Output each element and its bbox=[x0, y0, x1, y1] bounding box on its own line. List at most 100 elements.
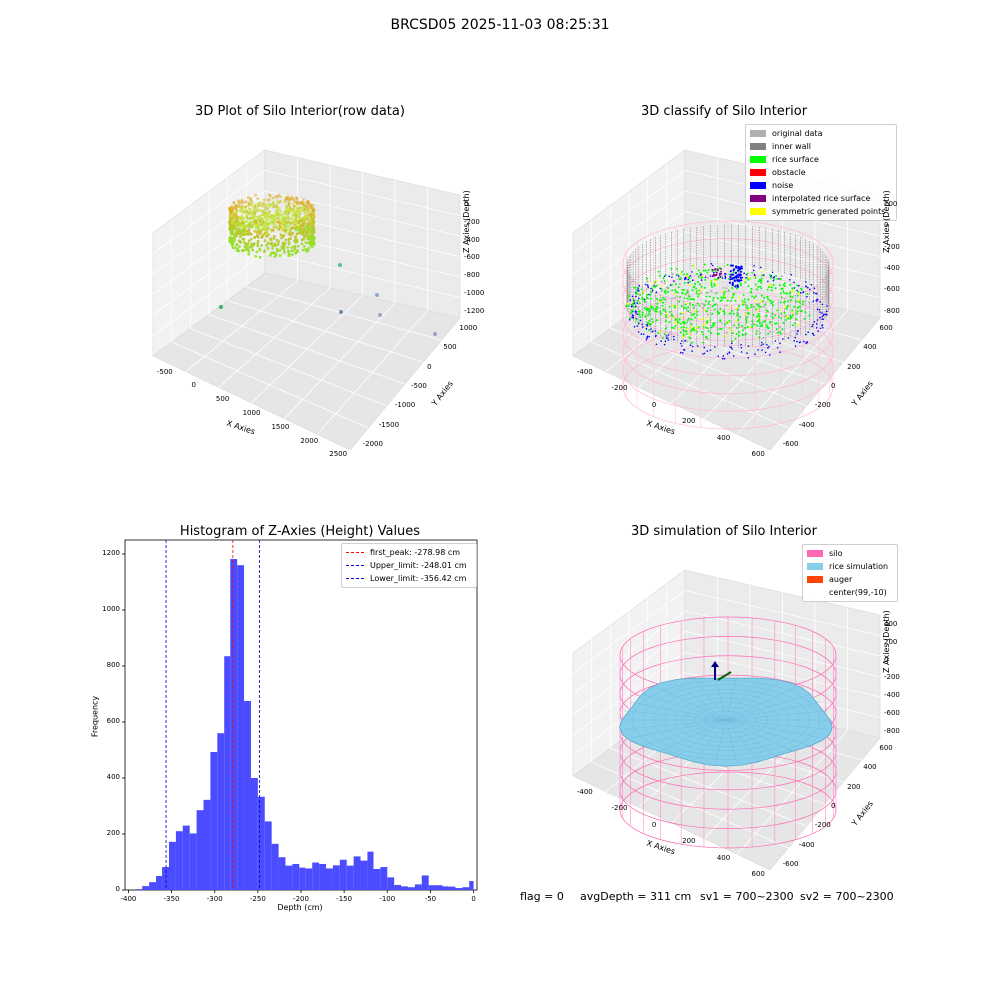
surface-point bbox=[756, 316, 759, 319]
raw-point bbox=[269, 242, 273, 246]
surface-point bbox=[664, 320, 667, 323]
raw-point bbox=[253, 219, 256, 223]
surface-point bbox=[766, 295, 769, 298]
raw-point bbox=[234, 229, 238, 233]
surface-point bbox=[800, 288, 803, 291]
raw-point bbox=[276, 220, 279, 224]
surface-point bbox=[742, 293, 745, 296]
silo-wire-ring bbox=[619, 674, 837, 752]
surface-point bbox=[635, 292, 638, 295]
noise-cluster-point bbox=[734, 285, 737, 288]
surface-point bbox=[734, 276, 737, 279]
raw-point bbox=[283, 241, 287, 245]
surface-point bbox=[712, 296, 715, 299]
raw-point bbox=[243, 210, 246, 213]
raw-point bbox=[241, 221, 244, 225]
histogram-ytick: 400 bbox=[106, 773, 120, 781]
raw-point bbox=[247, 222, 251, 226]
surface-point bbox=[689, 298, 692, 301]
surface-point bbox=[723, 312, 726, 315]
surface-point bbox=[687, 317, 690, 320]
surface-point bbox=[672, 327, 675, 330]
surface-point bbox=[747, 312, 750, 315]
raw-point bbox=[272, 205, 276, 208]
raw-point bbox=[311, 212, 314, 215]
raw-point bbox=[240, 199, 244, 203]
noise-point bbox=[811, 332, 814, 335]
p2-grid bbox=[572, 211, 686, 295]
surface-point bbox=[725, 331, 728, 334]
rice-mesh-line bbox=[693, 678, 727, 721]
surface-point bbox=[737, 319, 740, 321]
noise-point bbox=[825, 313, 827, 316]
raw-point bbox=[311, 239, 315, 243]
raw-point bbox=[245, 214, 248, 217]
raw-point bbox=[306, 249, 310, 252]
surface-point bbox=[762, 336, 765, 339]
raw-point bbox=[267, 202, 271, 206]
raw-point bbox=[298, 224, 302, 228]
raw-point bbox=[240, 216, 244, 219]
p1-grid bbox=[152, 252, 266, 336]
surface-point bbox=[722, 297, 724, 300]
raw-point bbox=[267, 222, 270, 226]
raw-point bbox=[283, 225, 286, 229]
raw-point bbox=[241, 208, 244, 211]
raw-point bbox=[296, 208, 300, 212]
raw-point bbox=[237, 229, 240, 232]
noise-point bbox=[709, 349, 712, 352]
raw-point bbox=[310, 211, 314, 215]
noise-point bbox=[745, 276, 747, 279]
raw-point bbox=[236, 218, 240, 221]
raw-point bbox=[255, 209, 259, 213]
noise-point bbox=[746, 352, 748, 354]
surface-point bbox=[732, 312, 735, 315]
raw-point bbox=[295, 240, 299, 243]
surface-point bbox=[759, 321, 762, 324]
noise-point bbox=[721, 357, 724, 360]
raw-point bbox=[272, 251, 276, 255]
raw-point bbox=[233, 215, 236, 218]
raw-point bbox=[307, 200, 310, 204]
noise-point bbox=[654, 285, 656, 287]
surface-point bbox=[692, 265, 695, 268]
surface-point bbox=[686, 273, 689, 276]
legend-label: symmetric generated points bbox=[772, 207, 886, 216]
p4-ztick: -200 bbox=[884, 673, 900, 682]
p4-grid bbox=[610, 747, 807, 827]
raw-point bbox=[297, 221, 301, 225]
raw-point bbox=[238, 240, 242, 244]
surface-point bbox=[755, 333, 758, 335]
raw-point bbox=[286, 218, 290, 222]
legend-line bbox=[346, 552, 364, 553]
noise-point bbox=[815, 299, 817, 302]
surface-point bbox=[678, 283, 681, 285]
surface-point bbox=[735, 319, 738, 322]
p4-left-pane bbox=[572, 569, 686, 777]
histogram-xtick: -350 bbox=[163, 895, 180, 903]
raw-point bbox=[232, 226, 236, 230]
surface-point bbox=[675, 291, 678, 294]
raw-point bbox=[310, 214, 313, 218]
raw-point bbox=[264, 216, 268, 219]
raw-point bbox=[307, 224, 311, 228]
raw-point bbox=[232, 222, 235, 226]
surface-point bbox=[710, 281, 713, 284]
raw-point bbox=[241, 249, 244, 252]
surface-point bbox=[746, 316, 749, 318]
p2-left-pane bbox=[572, 149, 686, 357]
histogram-bar bbox=[442, 886, 449, 890]
raw-point bbox=[311, 234, 314, 238]
raw-point bbox=[247, 248, 250, 252]
raw-point bbox=[236, 221, 240, 225]
raw-point bbox=[294, 211, 298, 214]
surface-point bbox=[686, 289, 689, 291]
raw-point bbox=[306, 203, 310, 206]
histogram-xtick: -250 bbox=[249, 895, 266, 903]
surface-point bbox=[728, 320, 731, 323]
noise-point bbox=[796, 289, 798, 292]
raw-point bbox=[256, 239, 260, 243]
raw-point bbox=[286, 216, 290, 219]
noise-cluster-point bbox=[734, 271, 738, 274]
noise-point bbox=[822, 318, 824, 321]
